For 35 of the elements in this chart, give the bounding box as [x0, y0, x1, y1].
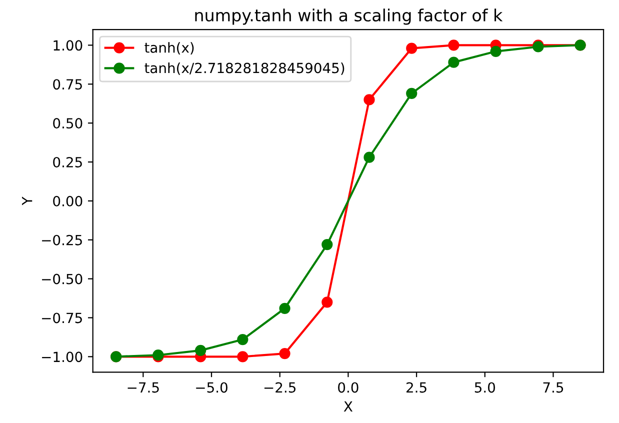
point [448, 56, 460, 68]
point [237, 351, 248, 362]
y-tick-label: −0.25 [42, 234, 82, 246]
y-tick-label: 0.50 [53, 118, 82, 129]
point [406, 88, 418, 100]
point [406, 42, 418, 54]
x-tick-label: −2.5 [264, 382, 296, 393]
x-axis-title: X [344, 401, 353, 412]
point [322, 296, 333, 308]
x-tick-label: −7.5 [128, 382, 159, 393]
y-axis-title: Y [22, 196, 32, 206]
y-tick-label: 0.75 [53, 79, 82, 90]
point [237, 334, 248, 346]
y-tick-label: 0.25 [53, 156, 82, 168]
y-tick-label: 0.00 [53, 196, 82, 206]
point [279, 348, 290, 360]
y-tick-label: 1.00 [54, 40, 82, 51]
point [322, 238, 333, 250]
y-tick-label: −0.75 [42, 312, 82, 324]
x-tick-label: −5.0 [196, 382, 228, 393]
point [279, 302, 290, 314]
y-tick-label: −1.00 [42, 352, 82, 362]
x-tick-label: 7.5 [543, 382, 564, 393]
legend-label: tanh(x/2.718281828459045) [144, 62, 344, 75]
point [364, 94, 375, 106]
point [490, 46, 502, 57]
point [364, 152, 375, 163]
x-tick-label: 2.5 [406, 382, 426, 393]
y-tick-label: −0.50 [42, 274, 82, 284]
point [448, 40, 460, 51]
x-tick-label: 5.0 [474, 382, 495, 393]
legend-label: tanh(x) [144, 42, 194, 54]
chart-title: numpy.tanh with a scaling factor of k [195, 8, 503, 25]
x-tick-label: 0.0 [338, 382, 358, 393]
point [195, 344, 206, 356]
